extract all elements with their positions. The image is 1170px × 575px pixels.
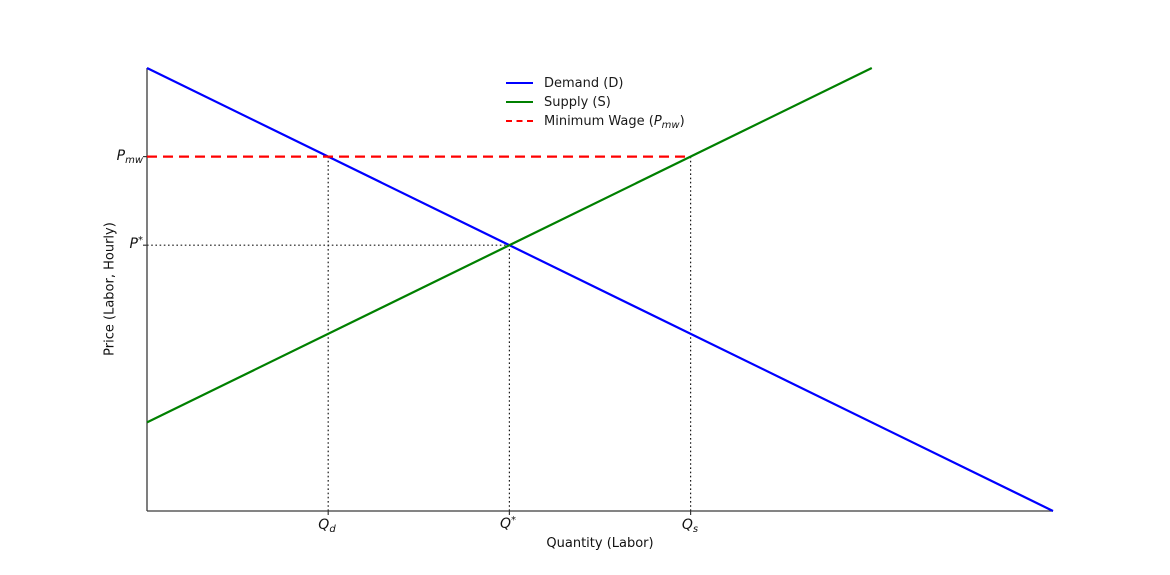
pmw-subscript: mw (125, 155, 143, 166)
pstar-superscript: * (138, 235, 143, 246)
xtick-label-qstar: Q* (499, 515, 517, 533)
legend-item-minimum-wage: Minimum Wage (Pmw) (506, 113, 685, 131)
pstar-base: P (129, 236, 138, 252)
y-axis-title: Price (Labor, Hourly) (102, 222, 118, 356)
xtick-label-qs: Qs (681, 517, 699, 535)
series-line-supply-s (146, 67, 873, 424)
legend-label-supply: Supply (S) (544, 94, 611, 110)
minimum-wage-line-sample-icon (506, 120, 533, 122)
minwage-label-p: P (653, 113, 662, 129)
qstar-superscript: * (511, 515, 517, 526)
qs-subscript: s (692, 524, 699, 535)
x-axis-title: Quantity (Labor) (546, 536, 654, 551)
qs-base: Q (681, 517, 693, 533)
minwage-label-subscript: mw (661, 119, 680, 131)
pmw-base: P (116, 148, 126, 164)
qd-base: Q (318, 517, 330, 533)
qstar-base: Q (499, 516, 512, 532)
ytick-label-pmw: Pmw (116, 148, 143, 166)
ytick-label-pstar: P* (129, 235, 143, 253)
supply-line-sample-icon (506, 101, 533, 103)
legend-label-minimum-wage: Minimum Wage (Pmw) (544, 113, 685, 131)
legend-item-demand: Demand (D) (506, 75, 685, 91)
demand-line-sample-icon (506, 82, 533, 84)
qd-subscript: d (329, 524, 336, 535)
legend: Demand (D) Supply (S) Minimum Wage (Pmw) (506, 75, 685, 131)
minwage-label-post: ) (679, 113, 685, 129)
legend-label-demand: Demand (D) (544, 75, 624, 91)
legend-item-supply: Supply (S) (506, 94, 685, 110)
xtick-label-qd: Qd (318, 517, 336, 535)
minwage-label-pre: Minimum Wage ( (544, 113, 654, 129)
series-line-demand-d (146, 67, 1054, 512)
